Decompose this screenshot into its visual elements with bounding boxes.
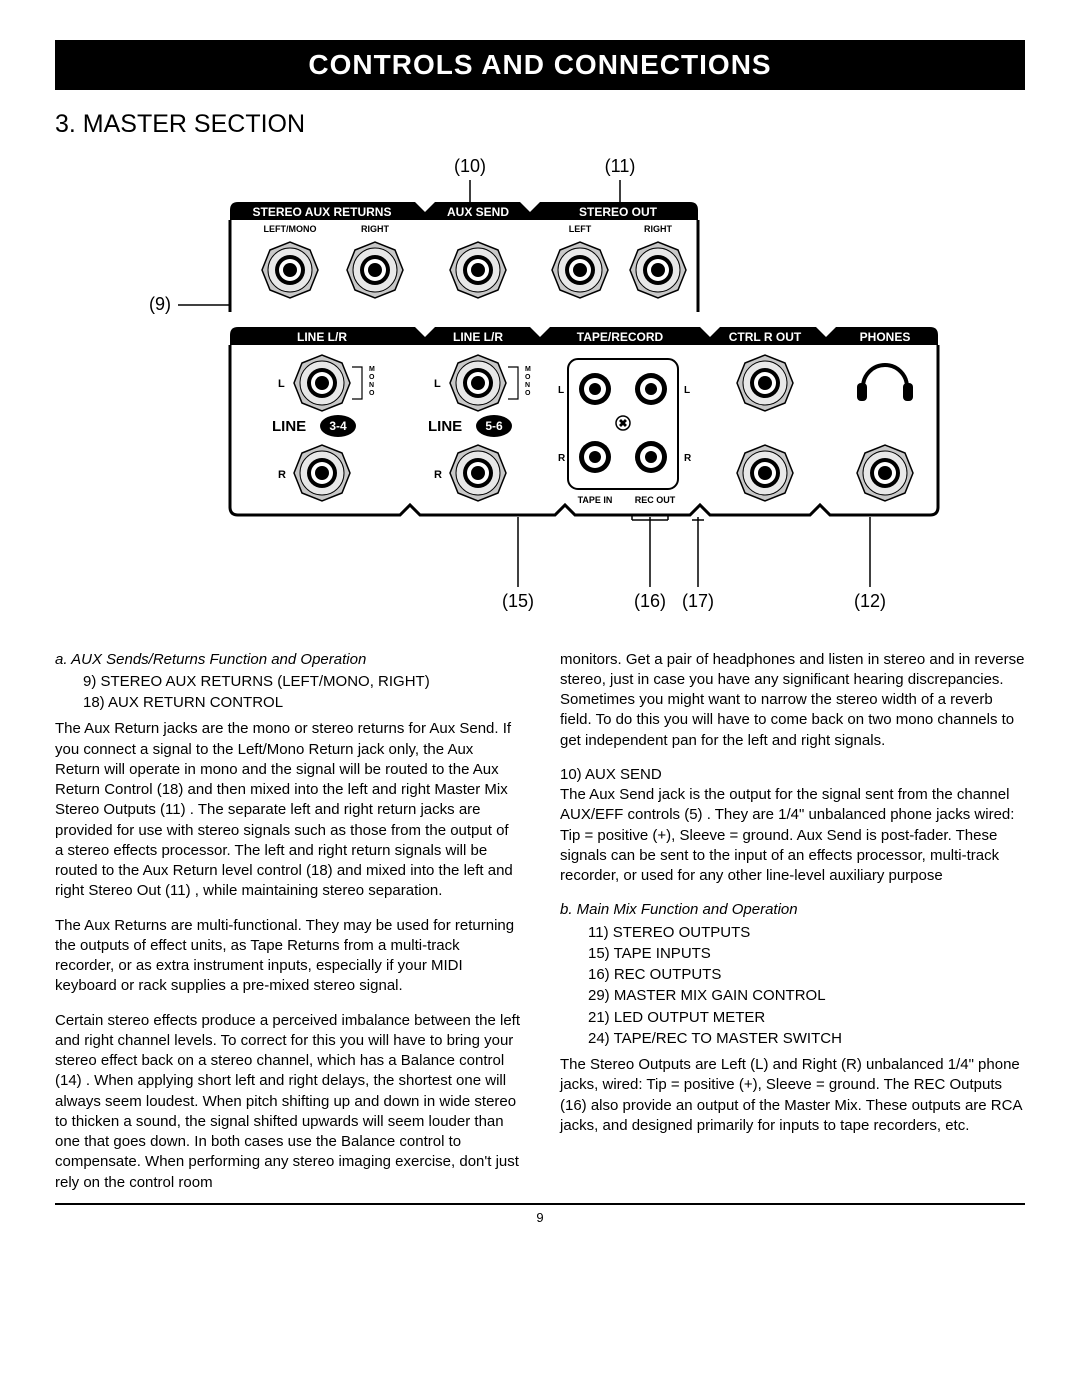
jack-line34-l <box>294 355 350 411</box>
list-b-item-6: 24) TAPE/REC TO MASTER SWITCH <box>588 1029 1025 1049</box>
svg-text:O: O <box>369 390 375 397</box>
subheading-b: b. Main Mix Function and Operation <box>560 900 1025 920</box>
callout-11: (11) <box>605 156 636 176</box>
subheading-a: a. AUX Sends/Returns Function and Operat… <box>55 650 520 670</box>
lbl-r-4: R <box>684 453 692 464</box>
rca-tape-in-r <box>579 441 611 473</box>
rca-rec-out-l <box>635 373 667 405</box>
rca-rec-out-r <box>635 441 667 473</box>
jack-line56-r <box>450 445 506 501</box>
page-banner: CONTROLS AND CONNECTIONS <box>55 40 1025 90</box>
lbl-tape-in: TAPE IN <box>578 495 613 505</box>
lbl-mono-1: M <box>369 366 375 373</box>
lbl-l-1: L <box>278 378 285 390</box>
badge-56: 5-6 <box>485 419 503 433</box>
list-a: 9) STEREO AUX RETURNS (LEFT/MONO, RIGHT)… <box>55 672 520 714</box>
jack-phones <box>857 445 913 501</box>
lbl-left-mono: LEFT/MONO <box>264 224 317 234</box>
svg-text:✖: ✖ <box>618 418 627 430</box>
callout-10: (10) <box>454 156 486 176</box>
master-section-diagram: (10) (11) (9) STEREO AUX RETURNS AUX SEN… <box>55 152 1025 632</box>
badge-34: 3-4 <box>329 419 347 433</box>
lbl-line-56: LINE <box>428 418 462 435</box>
callout-17: (17) <box>682 591 714 611</box>
jack-ctrl-r <box>737 445 793 501</box>
lbl-left: LEFT <box>569 224 592 234</box>
callout-16: (16) <box>634 591 666 611</box>
lbl-right-1: RIGHT <box>361 224 390 234</box>
section-title: 3. MASTER SECTION <box>55 108 1025 142</box>
list-a-item-2: 18) AUX RETURN CONTROL <box>83 693 520 713</box>
footer-rule <box>55 1203 1025 1205</box>
jack-stereo-out-r <box>630 242 686 298</box>
para-l3: Certain stereo effects produce a perceiv… <box>55 1011 520 1193</box>
jack-line34-r <box>294 445 350 501</box>
para-r1: monitors. Get a pair of headphones and l… <box>560 650 1025 751</box>
svg-text:O: O <box>369 374 375 381</box>
para-r2: The Aux Send jack is the output for the … <box>560 785 1025 886</box>
list-b: 11) STEREO OUTPUTS 15) TAPE INPUTS 16) R… <box>560 923 1025 1050</box>
lbl-l-3: L <box>558 385 564 396</box>
hdr-line-lr-2: LINE L/R <box>453 330 503 344</box>
body-columns: a. AUX Sends/Returns Function and Operat… <box>55 650 1025 1193</box>
lbl-line-34: LINE <box>272 418 306 435</box>
jack-aux-return-l <box>262 242 318 298</box>
lbl-r-2: R <box>434 469 442 481</box>
hdr-stereo-out: STEREO OUT <box>579 205 658 219</box>
hdr-phones: PHONES <box>860 330 911 344</box>
jack-ctrl-l <box>737 355 793 411</box>
lbl-right-2: RIGHT <box>644 224 673 234</box>
page-number: 9 <box>55 1209 1025 1227</box>
list-a-item-1: 9) STEREO AUX RETURNS (LEFT/MONO, RIGHT) <box>83 672 520 692</box>
svg-text:O: O <box>525 374 531 381</box>
svg-text:N: N <box>525 382 530 389</box>
jack-line56-l <box>450 355 506 411</box>
list-b-item-3: 16) REC OUTPUTS <box>588 965 1025 985</box>
callout-12: (12) <box>854 591 886 611</box>
svg-text:O: O <box>525 390 531 397</box>
para-r3: The Stereo Outputs are Left (L) and Righ… <box>560 1055 1025 1136</box>
callout-9: (9) <box>149 294 171 314</box>
jack-aux-return-r <box>347 242 403 298</box>
svg-text:M: M <box>525 366 531 373</box>
rca-tape-in-l <box>579 373 611 405</box>
lbl-rec-out: REC OUT <box>635 495 676 505</box>
list-b-item-4: 29) MASTER MIX GAIN CONTROL <box>588 986 1025 1006</box>
para-l2: The Aux Returns are multi-functional. Th… <box>55 916 520 997</box>
hdr-ctrl-r-out: CTRL R OUT <box>729 330 802 344</box>
left-column: a. AUX Sends/Returns Function and Operat… <box>55 650 520 1193</box>
lbl-r-1: R <box>278 469 286 481</box>
hdr-stereo-aux-returns: STEREO AUX RETURNS <box>253 205 392 219</box>
hdr-line-lr-1: LINE L/R <box>297 330 347 344</box>
para-l1: The Aux Return jacks are the mono or ste… <box>55 719 520 901</box>
lbl-l-2: L <box>434 378 441 390</box>
callout-15: (15) <box>502 591 534 611</box>
jack-aux-send <box>450 242 506 298</box>
right-column: monitors. Get a pair of headphones and l… <box>560 650 1025 1193</box>
jack-stereo-out-l <box>552 242 608 298</box>
svg-text:N: N <box>369 382 374 389</box>
hdr-tape-record: TAPE/RECORD <box>577 330 664 344</box>
lbl-l-4: L <box>684 385 690 396</box>
hdr-aux-send: AUX SEND <box>447 205 509 219</box>
list-b-item-2: 15) TAPE INPUTS <box>588 944 1025 964</box>
lbl-r-3: R <box>558 453 566 464</box>
list-b-item-1: 11) STEREO OUTPUTS <box>588 923 1025 943</box>
item-10: 10) AUX SEND <box>560 765 1025 785</box>
list-b-item-5: 21) LED OUTPUT METER <box>588 1008 1025 1028</box>
